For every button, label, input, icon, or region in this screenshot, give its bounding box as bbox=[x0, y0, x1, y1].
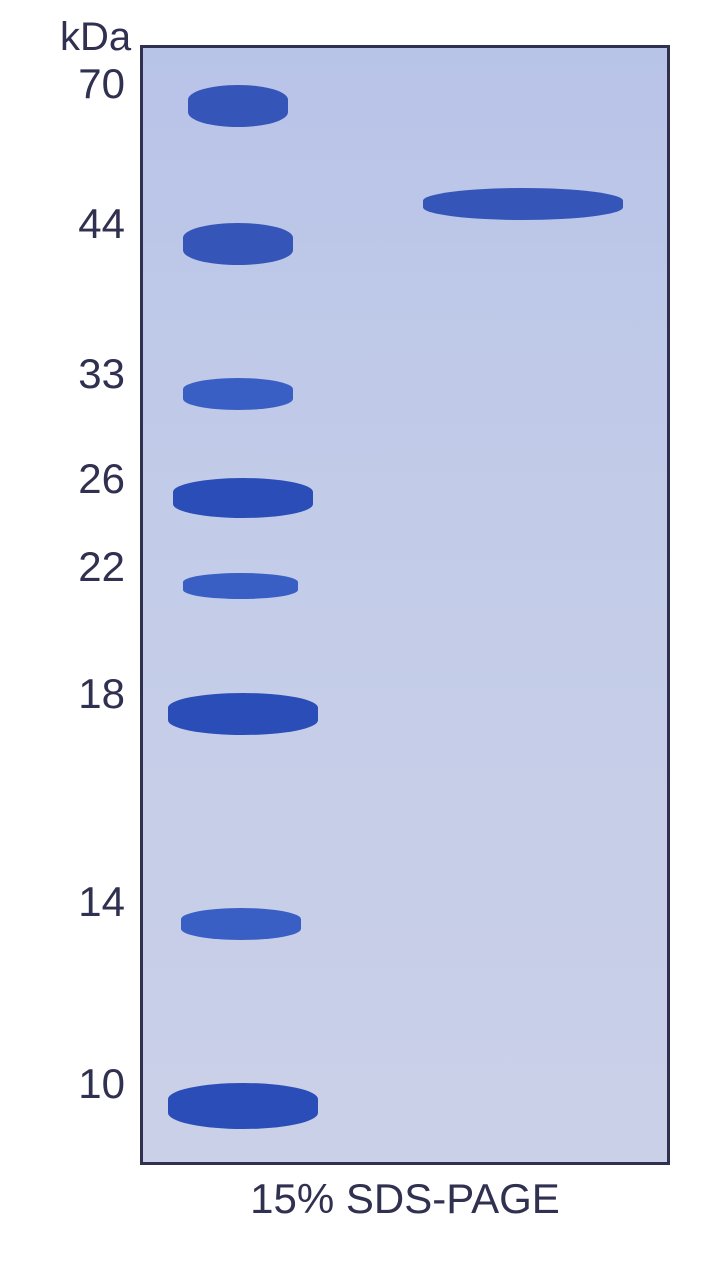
ladder-band-14 bbox=[181, 908, 301, 940]
ladder-band-10 bbox=[168, 1083, 318, 1129]
mw-label-26: 26 bbox=[30, 455, 125, 503]
mw-label-14: 14 bbox=[30, 878, 125, 926]
ladder-band-22 bbox=[183, 573, 298, 599]
gel-container: kDa 70 44 33 26 22 18 14 10 15% SDS-PAGE bbox=[30, 15, 680, 1245]
sample-lane bbox=[393, 48, 653, 1162]
ladder-lane bbox=[153, 48, 323, 1162]
ladder-band-44 bbox=[183, 223, 293, 265]
sample-band bbox=[423, 188, 623, 220]
gel-area bbox=[140, 45, 670, 1165]
ladder-band-26 bbox=[173, 478, 313, 518]
caption: 15% SDS-PAGE bbox=[180, 1175, 630, 1223]
mw-label-33: 33 bbox=[30, 350, 125, 398]
ylabel-kda: kDa bbox=[60, 15, 131, 60]
mw-label-22: 22 bbox=[30, 543, 125, 591]
ladder-band-18 bbox=[168, 693, 318, 735]
mw-label-10: 10 bbox=[30, 1060, 125, 1108]
ladder-band-33 bbox=[183, 378, 293, 410]
ladder-band-70 bbox=[188, 85, 288, 127]
mw-label-44: 44 bbox=[30, 200, 125, 248]
mw-label-18: 18 bbox=[30, 670, 125, 718]
mw-label-70: 70 bbox=[30, 60, 125, 108]
